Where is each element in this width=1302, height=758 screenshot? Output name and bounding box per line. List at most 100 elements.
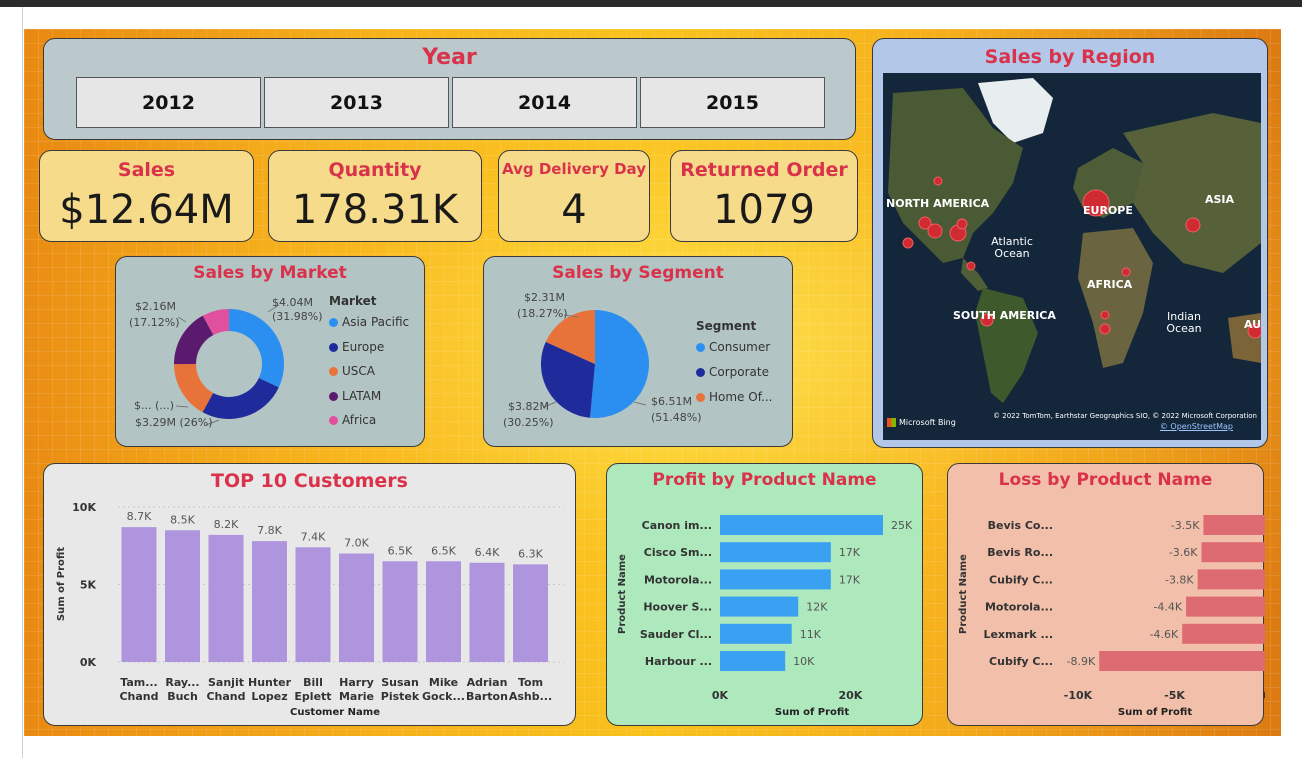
loss-by-product-panel: Loss by Product Name Bevis Co... -3.5K Bev… (947, 463, 1265, 726)
map-copyright: © 2022 TomTom, Earthstar Geographics SIO… (993, 412, 1257, 420)
customer-bar (426, 561, 461, 662)
category-label: Motorola... (644, 573, 712, 586)
kpi-returned-card: Returned Order 1079 (670, 150, 858, 242)
legend-label: Consumer (709, 340, 771, 354)
europe-slice (202, 378, 279, 419)
segment-legend-corporate[interactable]: Corporate (696, 365, 769, 379)
bar-data-label: 7.4K (301, 530, 326, 543)
segment-label-corporate-1: $3.82M (508, 400, 549, 413)
year-2015-button[interactable]: 2015 (640, 77, 825, 128)
sales-bubble (1099, 323, 1111, 335)
x-tick-label: 0K (1263, 689, 1265, 702)
x-tick-label: Susan (381, 676, 419, 689)
x-tick-label: Barton (466, 690, 508, 703)
market-legend-asia-pacific[interactable]: Asia Pacific (329, 315, 409, 329)
customer-bar (252, 541, 287, 662)
year-2014-button[interactable]: 2014 (452, 77, 637, 128)
leader-line (267, 304, 280, 313)
category-label: Sauder Cl... (640, 628, 712, 641)
sales-bubble (933, 176, 943, 186)
kpi-quantity-value: 178.31K (291, 187, 459, 233)
x-tick-label: Gock... (422, 690, 465, 703)
segment-label-consumer-2: (51.48%) (651, 411, 702, 424)
y-axis-title: Sum of Profit (56, 547, 67, 621)
loss-chart-title: Loss by Product Name (998, 470, 1213, 490)
bar-data-label: 10K (793, 655, 815, 668)
dashboard-canvas: Year 2012 2013 2014 2015 Sales $12.64M Q… (24, 29, 1281, 736)
year-2012-button[interactable]: 2012 (76, 77, 261, 128)
category-label: Motorola... (985, 601, 1053, 614)
home-office-dot (696, 392, 705, 402)
x-tick-label: Chand (206, 690, 245, 703)
year-2013-button[interactable]: 2013 (264, 77, 449, 128)
market-legend-africa[interactable]: Africa (329, 413, 376, 427)
corporate-dot (696, 367, 705, 377)
customer-bar (121, 527, 157, 662)
map-view[interactable]: NORTH AMERICA EUROPE ASIA Atlantic Ocean… (883, 73, 1261, 440)
category-label: Harbour ... (645, 655, 712, 668)
bar-data-label: 8.2K (214, 518, 239, 531)
bar-data-label: 8.5K (170, 513, 195, 526)
market-label-latam-1: $2.16M (135, 300, 176, 313)
segment-label-corporate-2: (30.25%) (503, 416, 554, 429)
bar-data-label: 17K (839, 573, 861, 586)
market-legend-latam[interactable]: LATAM (329, 389, 381, 403)
market-label-asia-1: $4.04M (272, 296, 313, 309)
x-tick-label: Hunter (248, 676, 292, 689)
kpi-sales-label: Sales (117, 159, 176, 181)
bar-data-label: -4.6K (1150, 628, 1179, 641)
customer-bar (382, 561, 418, 662)
map-label-indian-ocean: Indian Ocean (1166, 310, 1202, 335)
market-legend-title: Market (329, 294, 377, 308)
consumer-slice (589, 310, 650, 418)
segment-legend-consumer[interactable]: Consumer (696, 340, 770, 354)
customers-chart-title: TOP 10 Customers (211, 470, 408, 492)
x-tick-label: Tom (518, 676, 543, 689)
kpi-avg-delivery-card: Avg Delivery Day 4 (498, 150, 650, 242)
bar-data-label: 8.7K (127, 510, 152, 523)
market-label-asia-2: (31.98%) (272, 310, 323, 323)
market-legend-usca[interactable]: USCA (329, 364, 375, 378)
customer-bar (208, 534, 244, 662)
sales-bubble (1121, 267, 1131, 277)
latam-slice (174, 315, 214, 365)
sales-bubble (1082, 189, 1110, 217)
openstreetmap-link[interactable]: © OpenStreetMap (1159, 422, 1233, 431)
loss-bar (1099, 651, 1265, 671)
x-tick-label: Mike (429, 676, 458, 689)
map-label-asia: ASIA (1205, 193, 1235, 206)
sales-bubble (966, 261, 976, 271)
market-donut-chart (174, 304, 284, 426)
sales-by-segment-panel: Sales by Segment $2.31M (18.27%) $3.82M … (483, 256, 793, 447)
kpi-sales-card: Sales $12.64M (39, 150, 254, 242)
x-tick-label: Adrian (467, 676, 508, 689)
kpi-quantity-label: Quantity (328, 159, 422, 181)
x-axis-title: Customer Name (290, 707, 380, 718)
sales-bubble (956, 218, 968, 230)
category-label: Hoover S... (643, 601, 712, 614)
market-legend-europe[interactable]: Europe (329, 340, 384, 354)
x-tick-label: Chand (119, 690, 158, 703)
bar-data-label: -3.5K (1171, 519, 1200, 532)
map-label-south-america: SOUTH AMERICA (953, 309, 1056, 322)
y-axis-title: Product Name (617, 554, 628, 634)
kpi-avg-delivery-label: Avg Delivery Day (502, 160, 646, 178)
segment-chart-title: Sales by Segment (552, 263, 724, 283)
kpi-quantity-card: Quantity 178.31K (268, 150, 482, 242)
kpi-returned-label: Returned Order (680, 159, 848, 181)
legend-label: Corporate (709, 365, 769, 379)
sales-by-region-panel: Sales by Region (872, 38, 1268, 448)
category-label: Cubify C... (989, 655, 1053, 668)
latam-dot (329, 391, 338, 401)
segment-legend-home-office[interactable]: Home Of... (696, 390, 773, 404)
map-label-africa: AFRICA (1087, 278, 1133, 291)
bar-data-label: -3.8K (1165, 573, 1194, 586)
category-label: Canon im... (642, 519, 712, 532)
bar-data-label: 17K (839, 546, 861, 559)
map-title: Sales by Region (984, 46, 1156, 68)
profit-bar (720, 651, 786, 671)
bar-data-label: -4.4K (1153, 601, 1182, 614)
bar-data-label: 7.8K (257, 524, 282, 537)
sales-bubble (980, 313, 994, 327)
